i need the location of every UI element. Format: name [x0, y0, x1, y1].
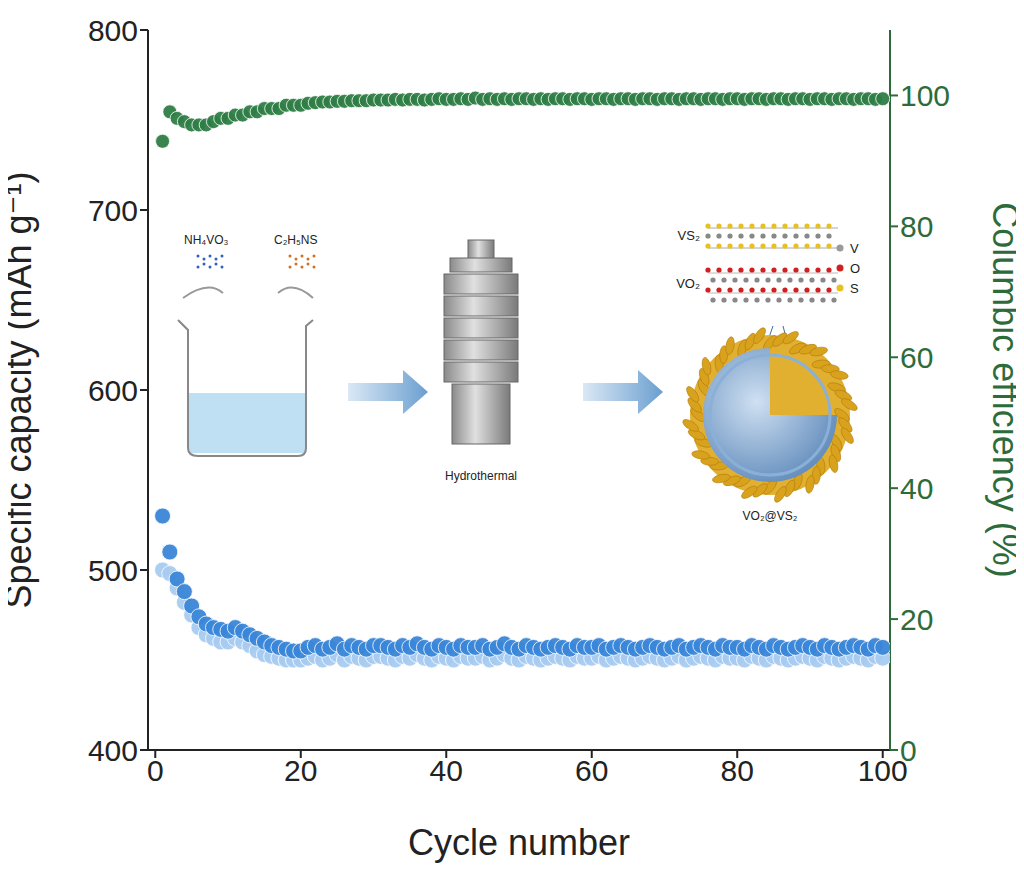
svg-text:V: V: [850, 241, 859, 256]
svg-text:Cycle number: Cycle number: [408, 822, 630, 863]
svg-text:20: 20: [284, 754, 317, 787]
svg-text:500: 500: [88, 554, 138, 587]
svg-text:NH₄VO₃: NH₄VO₃: [184, 233, 229, 247]
svg-text:VO₂: VO₂: [676, 276, 700, 291]
svg-text:S: S: [850, 281, 859, 296]
svg-text:800: 800: [88, 14, 138, 47]
svg-text:0: 0: [900, 734, 917, 767]
svg-text:40: 40: [900, 472, 933, 505]
svg-text:60: 60: [575, 754, 608, 787]
svg-text:80: 80: [900, 210, 933, 243]
svg-text:20: 20: [900, 603, 933, 636]
svg-text:0: 0: [147, 754, 164, 787]
svg-text:O: O: [850, 261, 860, 276]
svg-text:40: 40: [430, 754, 463, 787]
svg-text:C₂H₅NS: C₂H₅NS: [274, 233, 318, 247]
svg-text:700: 700: [88, 194, 138, 227]
svg-text:VO₂@VS₂: VO₂@VS₂: [743, 509, 798, 523]
svg-text:400: 400: [88, 734, 138, 767]
svg-text:600: 600: [88, 374, 138, 407]
svg-text:Columbic efficiency (%): Columbic efficiency (%): [985, 202, 1016, 577]
svg-text:100: 100: [857, 754, 908, 788]
svg-text:VS₂: VS₂: [678, 228, 700, 243]
svg-text:Specific capacity (mAh g⁻¹): Specific capacity (mAh g⁻¹): [8, 171, 39, 608]
svg-text:Hydrothermal: Hydrothermal: [445, 469, 517, 483]
svg-text:100: 100: [900, 79, 950, 112]
svg-text:80: 80: [721, 754, 754, 787]
svg-text:60: 60: [900, 341, 933, 374]
